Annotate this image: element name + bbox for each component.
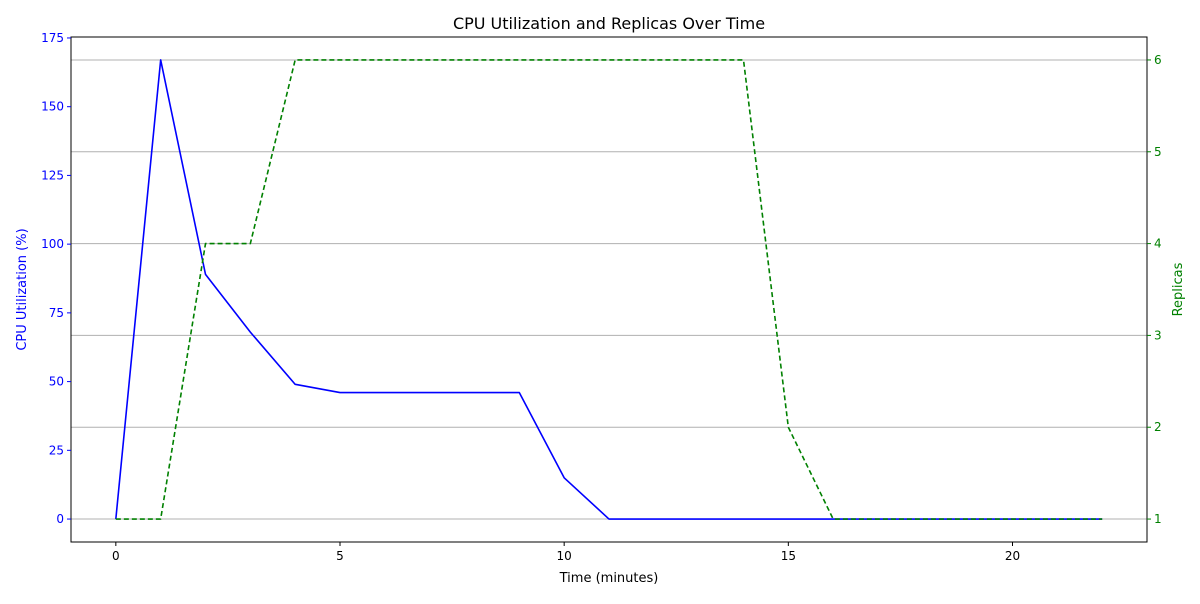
y-axis-right-label: Replicas: [1171, 262, 1186, 316]
x-tick-label: 5: [336, 549, 344, 563]
x-tick-label: 15: [781, 549, 796, 563]
y-left-tick-label: 175: [41, 31, 64, 45]
y-axis-left-label: CPU Utilization (%): [15, 228, 30, 350]
axes: 0 5 10 15 20 0 25 50 75 100 125 150 175 1 2 3 4 5 6: [41, 31, 1162, 563]
y-left-tick-label: 100: [41, 237, 64, 251]
y-right-tick-label: 5: [1154, 145, 1162, 159]
y-left-tick-label: 125: [41, 168, 64, 182]
y-right-tick-label: 2: [1154, 420, 1162, 434]
y-left-tick-label: 25: [49, 443, 64, 457]
y-left-tick-label: 150: [41, 100, 64, 114]
plot-frame: [70, 36, 1148, 543]
y-left-tick-label: 50: [49, 375, 64, 389]
grid-lines: [71, 59, 1147, 520]
x-tick-label: 10: [557, 549, 572, 563]
chart-title: CPU Utilization and Replicas Over Time: [453, 14, 765, 33]
y-left-tick-label: 75: [49, 306, 64, 320]
x-tick-label: 20: [1005, 549, 1020, 563]
y-right-tick-label: 4: [1154, 237, 1162, 251]
series-lines: [115, 59, 1103, 520]
y-right-tick-label: 3: [1154, 328, 1162, 342]
cpu-series-line: [115, 59, 1103, 520]
x-tick-label: 0: [112, 549, 120, 563]
y-left-tick-label: 0: [56, 512, 64, 526]
x-axis-label: Time (minutes): [559, 571, 659, 586]
replicas-series-line: [115, 59, 1103, 520]
y-right-tick-label: 1: [1154, 512, 1162, 526]
y-right-tick-label: 6: [1154, 53, 1162, 67]
